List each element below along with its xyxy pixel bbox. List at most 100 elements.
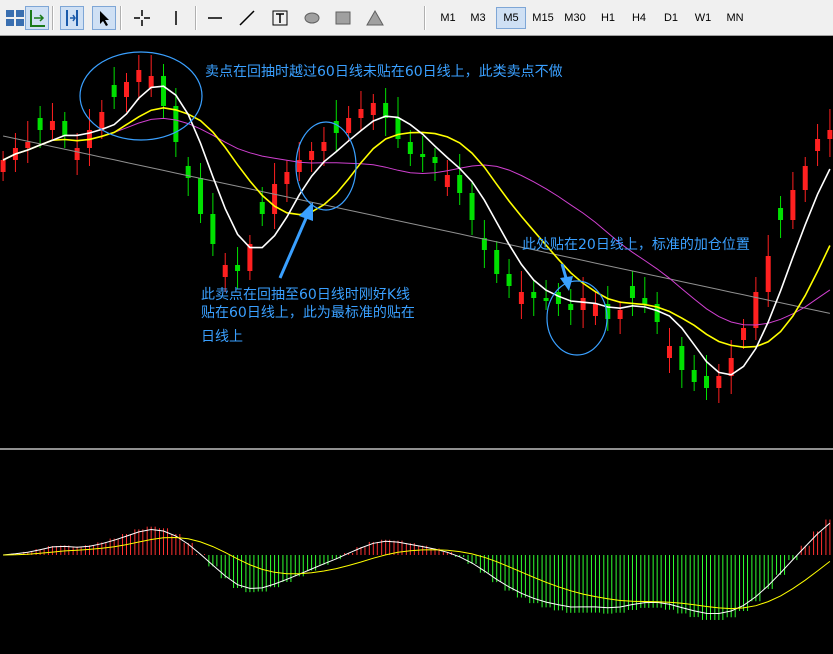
highlight-ellipse-right [546,280,608,356]
candle-body [284,172,290,184]
candle-body [161,76,167,106]
timeframe-d1[interactable]: D1 [663,12,679,24]
macd-pane [3,519,831,620]
ellipse-icon[interactable] [300,6,324,30]
candle-body [691,370,697,382]
triangle-icon[interactable] [363,6,387,30]
candle-body [642,298,648,304]
candle-body [666,346,672,358]
candle-body [370,103,376,115]
candle-body [420,154,426,157]
arrow-right-head [560,276,573,291]
macd-line [3,522,831,615]
candle-body [247,244,253,271]
candle-body [568,304,574,310]
trendline-icon[interactable] [235,6,259,30]
timeframe-m3[interactable]: M3 [470,12,486,24]
candle-body [704,376,710,388]
rectangle-icon[interactable] [331,6,355,30]
candle-body [543,298,549,301]
candle-body [506,274,512,286]
candle-body [235,265,241,271]
timeframe-h4[interactable]: H4 [631,12,647,24]
toolbar-separator [120,6,122,30]
annotation-middle-line2: 贴在60日线上，此为最标准的贴在 [201,305,415,321]
text-label-icon[interactable] [268,6,292,30]
candle-body [679,346,685,370]
arrow-middle-line [278,215,309,279]
chart-toolbar: M1 M3 M5 M15 M30 H1 H4 D1 W1 MN [0,0,833,36]
highlight-ellipse-middle [295,121,357,211]
candle-body [259,202,265,214]
annotation-middle-line3: 日线上 [201,329,243,345]
candle-body [321,142,327,151]
candle-body [99,112,105,130]
candles [0,55,833,403]
crosshair-icon[interactable] [130,6,154,30]
annotation-shapes [79,51,608,356]
timeframe-h1[interactable]: H1 [600,12,616,24]
candle-body [802,166,808,190]
candle-body [62,121,68,136]
candle-body [309,151,315,160]
candle-body [605,304,611,319]
horizontal-line-icon[interactable] [203,6,227,30]
candle-body [555,292,561,304]
candle-body [210,214,216,244]
candle-body [74,148,80,160]
ma-slow-line [2,117,831,326]
tile-windows-icon[interactable] [3,6,27,30]
toolbar-separator [424,6,426,30]
candle-body [148,76,154,88]
candle-body [444,175,450,187]
candle-body [346,118,352,133]
candle-body [198,178,204,214]
ma-long-line [2,135,831,314]
annotation-right: 此处贴在20日线上，标准的加仓位置 [522,237,750,253]
candle-body [123,82,129,97]
vertical-line-icon[interactable] [164,6,188,30]
price-chart[interactable] [0,36,833,654]
grid-icon[interactable] [60,6,84,30]
candle-body [25,142,31,148]
candle-body [580,298,586,310]
toolbar-separator [195,6,197,30]
timeframe-mn[interactable]: MN [726,12,744,24]
ma-fast-line [2,85,831,376]
candle-body [518,292,524,304]
candle-body [753,292,759,328]
candle-body [494,250,500,274]
candle-body [432,157,438,163]
timeframe-w1[interactable]: W1 [694,12,712,24]
annotation-middle-line1: 此卖点在回抽至60日线时刚好K线 [201,287,410,303]
candle-body [815,139,821,151]
candle-body [728,358,734,376]
candle-body [741,328,747,340]
candle-body [790,190,796,220]
candle-body [333,121,339,133]
candle-body [531,292,537,298]
candle-body [222,265,228,277]
arrow-middle-head [299,202,313,221]
candle-body [629,286,635,298]
candle-body [49,121,55,130]
cursor-icon[interactable] [92,6,116,30]
candle-body [37,118,43,130]
annotation-top: 卖点在回抽时越过60日线未贴在60日线上，此类卖点不做 [205,64,563,80]
candle-body [407,142,413,154]
highlight-ellipse-top [79,51,203,141]
period-separators-icon[interactable] [25,6,49,30]
candle-body [481,238,487,250]
candle-body [185,166,191,178]
candle-body [383,103,389,118]
timeframe-m1[interactable]: M1 [440,12,456,24]
price-pane [0,55,833,450]
toolbar-separator [52,6,54,30]
timeframe-m5[interactable]: M5 [496,7,526,29]
timeframe-m15[interactable]: M15 [532,12,554,24]
timeframe-m30[interactable]: M30 [564,12,586,24]
candle-body [395,118,401,139]
candle-body [272,184,278,214]
candle-body [0,160,6,172]
candle-body [136,70,142,82]
